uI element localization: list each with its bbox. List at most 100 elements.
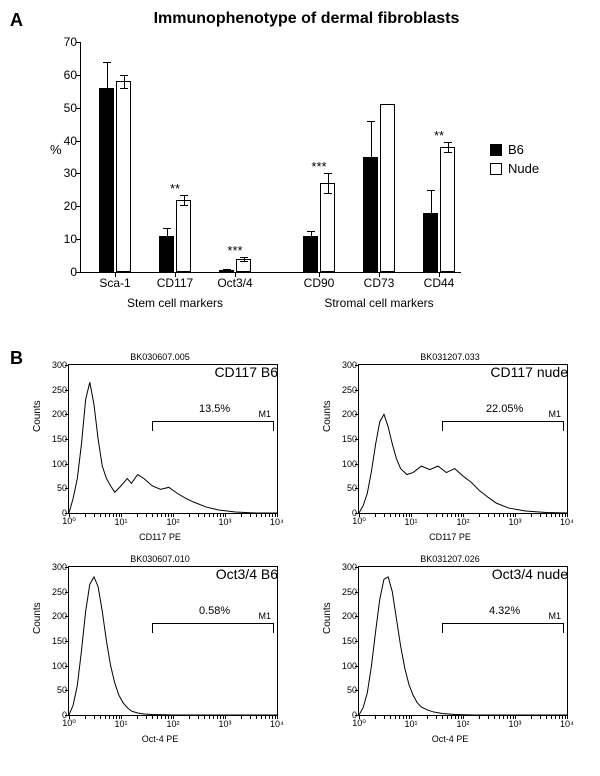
gate-m1-label: M1 [258,611,271,621]
facs-header: BK030607.010 [130,554,190,564]
gate-m1-label: M1 [258,409,271,419]
histogram-curve [69,567,277,715]
legend-swatch [490,163,502,175]
group-label: Stem cell markers [127,296,223,310]
facs-x-label: Oct-4 PE [432,734,469,744]
facs-y-tick: 250 [337,587,357,597]
gate-percentage: 0.58% [199,605,230,617]
bar-cd44-nude [440,147,455,272]
facs-x-label: CD117 PE [429,532,471,542]
facs-y-tick: 200 [337,611,357,621]
panel-b-label: B [10,348,23,369]
facs-y-tick: 250 [337,385,357,395]
facs-x-tick: 10³ [218,719,231,729]
facs-x-tick: 10² [456,517,469,527]
histogram-curve [359,365,567,513]
facs-plot-area: 05010015020025030010⁰10¹10²10³10⁴0.58%M1 [68,566,278,716]
x-category-label: Sca-1 [99,276,130,290]
gate-percentage: 22.05% [486,403,523,415]
facs-y-tick: 100 [47,459,67,469]
facs-y-tick: 100 [337,661,357,671]
panel-a-label: A [10,10,23,31]
facs-y-tick: 300 [47,360,67,370]
y-tick: 50 [51,101,77,115]
facs-y-label: Counts [32,400,43,432]
x-category-label: Oct3/4 [217,276,252,290]
bar-sca1-nude [116,81,131,272]
facs-y-tick: 200 [47,409,67,419]
facs-y-tick: 300 [337,360,357,370]
facs-x-tick: 10² [456,719,469,729]
facs-x-tick: 10⁰ [352,516,366,527]
legend-item: Nude [490,161,539,176]
facs-y-tick: 300 [337,562,357,572]
facs-y-label: Counts [322,400,333,432]
x-category-label: CD73 [364,276,395,290]
gate-m1-label: M1 [548,409,561,419]
gate-percentage: 13.5% [199,403,230,415]
facs-x-tick: 10¹ [114,517,127,527]
facs-x-tick: 10⁴ [270,517,284,527]
facs-x-label: Oct-4 PE [142,734,179,744]
significance-marker: ** [170,181,180,196]
gate-percentage: 4.32% [489,605,520,617]
facs-x-tick: 10⁴ [560,719,574,729]
histogram-curve [69,365,277,513]
significance-marker: ** [434,128,444,143]
facs-x-tick: 10⁰ [62,718,76,729]
facs-x-tick: 10¹ [404,517,417,527]
facs-y-tick: 150 [337,434,357,444]
bar-sca1-b6 [99,88,114,272]
facs-x-tick: 10⁰ [62,516,76,527]
y-tick: 0 [51,265,77,279]
histogram-curve [359,567,567,715]
group-label: Stromal cell markers [324,296,433,310]
facs-plot: BK031207.033CD117 nudeCounts050100150200… [320,352,580,542]
facs-plot-area: 05010015020025030010⁰10¹10²10³10⁴13.5%M1 [68,364,278,514]
bar-chart: % 010203040506070Sca-1CD117Oct3/4CD90CD7… [40,32,590,332]
facs-y-tick: 100 [47,661,67,671]
facs-y-tick: 50 [337,685,357,695]
y-tick: 70 [51,35,77,49]
facs-x-tick: 10³ [218,517,231,527]
x-category-label: CD44 [424,276,455,290]
facs-y-label: Counts [322,602,333,634]
facs-header: BK031207.026 [420,554,480,564]
facs-y-tick: 250 [47,587,67,597]
x-category-label: CD90 [304,276,335,290]
facs-x-tick: 10³ [508,517,521,527]
facs-plot: BK030607.010Oct3/4 B6Counts0501001502002… [30,554,290,744]
panel-a-title: Immunophenotype of dermal fibroblasts [23,10,590,28]
facs-x-tick: 10¹ [114,719,127,729]
panel-b: B BK030607.005CD117 B6Counts050100150200… [10,352,590,744]
facs-x-tick: 10² [166,517,179,527]
facs-grid: BK030607.005CD117 B6Counts05010015020025… [30,352,590,744]
facs-y-tick: 100 [337,459,357,469]
y-tick: 20 [51,199,77,213]
facs-plot-area: 05010015020025030010⁰10¹10²10³10⁴4.32%M1 [358,566,568,716]
y-tick: 10 [51,232,77,246]
legend-item: B6 [490,142,539,157]
significance-marker: *** [227,243,242,258]
y-tick: 60 [51,68,77,82]
plot-area: 010203040506070Sca-1CD117Oct3/4CD90CD73C… [80,42,461,273]
facs-header: BK030607.005 [130,352,190,362]
legend: B6 Nude [490,142,539,180]
facs-y-tick: 150 [337,636,357,646]
legend-label: B6 [508,142,524,157]
facs-y-tick: 200 [337,409,357,419]
legend-label: Nude [508,161,539,176]
facs-y-tick: 250 [47,385,67,395]
facs-x-tick: 10² [166,719,179,729]
facs-y-tick: 150 [47,636,67,646]
significance-marker: *** [311,159,326,174]
facs-plot: BK031207.026Oct3/4 nudeCounts05010015020… [320,554,580,744]
facs-y-tick: 200 [47,611,67,621]
facs-x-tick: 10⁴ [560,517,574,527]
facs-y-tick: 50 [47,685,67,695]
facs-x-label: CD117 PE [139,532,181,542]
y-tick: 40 [51,134,77,148]
facs-x-tick: 10³ [508,719,521,729]
facs-x-tick: 10¹ [404,719,417,729]
bar-cd73-nude [380,104,395,272]
